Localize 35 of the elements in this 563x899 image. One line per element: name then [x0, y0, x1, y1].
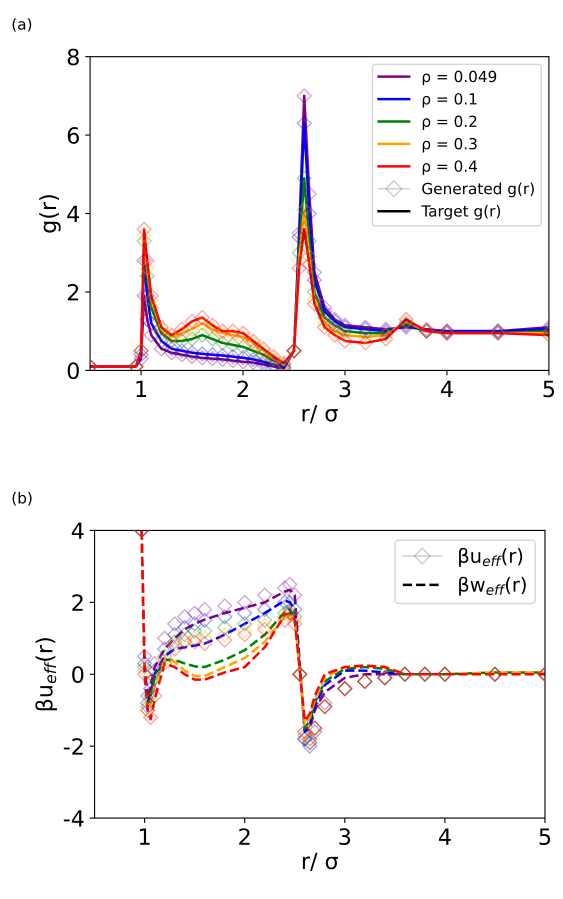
legend-label: βw$_{eff}$(r)	[459, 576, 526, 596]
x-axis-title: r/ σ	[302, 405, 338, 424]
legend-label: ρ = 0.049	[422, 70, 496, 86]
x-tick-label: 1	[136, 380, 146, 397]
y-axis-title: βu$_{eff}$(r)	[35, 638, 58, 710]
x-axis-title: r/ σ	[302, 852, 338, 872]
y-tick-label: -4	[64, 810, 84, 827]
x-tick-label: 5	[540, 828, 550, 846]
legend-label: Target g(r)	[421, 204, 500, 220]
x-tick-label: 2	[239, 828, 250, 845]
legend-label: Generated g(r)	[422, 182, 534, 198]
legend-label: ρ = 0.1	[422, 93, 476, 108]
chart-title: (a)	[12, 18, 32, 32]
y-tick-label: 0	[68, 362, 79, 380]
x-tick-label: 2	[238, 380, 248, 397]
legend-label: ρ = 0.4	[422, 160, 478, 175]
x-tick-label: 1	[140, 828, 150, 845]
y-tick-label: 4	[72, 522, 84, 539]
y-tick-label: 4	[67, 206, 80, 222]
x-tick-label: 4	[440, 380, 453, 397]
x-tick-label: 3	[339, 828, 350, 846]
legend-label: ρ = 0.3	[422, 138, 477, 152]
x-tick-label: 3	[340, 380, 350, 398]
chart-title: (b)	[12, 492, 32, 506]
legend-label: ρ = 0.2	[422, 116, 476, 130]
x-tick-label: 4	[438, 828, 451, 845]
y-tick-label: 0	[72, 666, 84, 684]
y-tick-label: 8	[68, 48, 79, 66]
legend-label: βu$_{eff}$(r)	[459, 548, 522, 567]
y-tick-label: 6	[68, 127, 79, 144]
y-tick-label: 2	[68, 284, 78, 300]
y-tick-label: 2	[72, 594, 83, 611]
y-axis-title: g(r)	[39, 195, 61, 233]
x-tick-label: 5	[544, 380, 554, 398]
y-tick-label: -2	[64, 738, 83, 755]
